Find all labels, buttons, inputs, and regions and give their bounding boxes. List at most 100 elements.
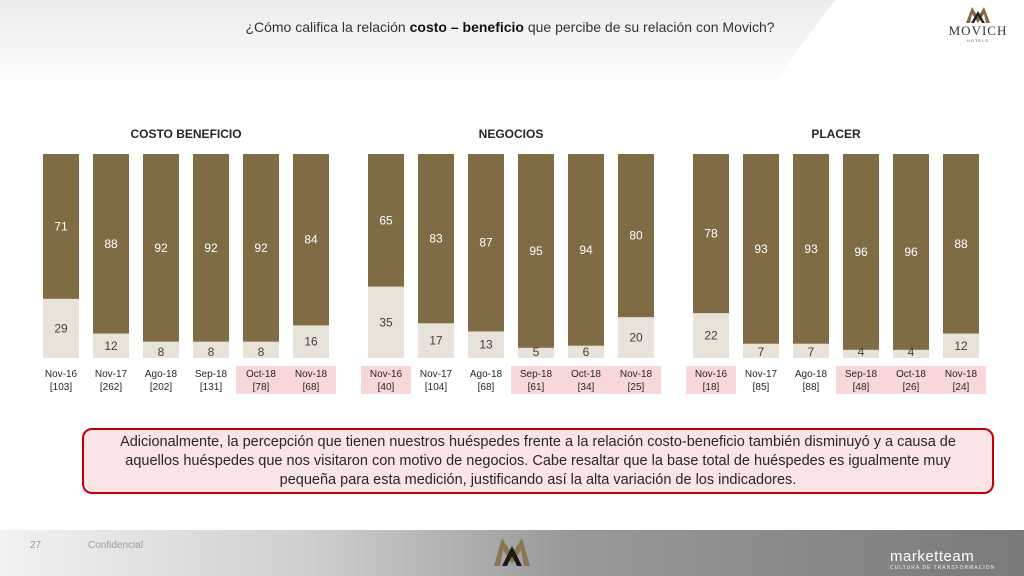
bar-segment-top (793, 154, 829, 344)
bar-segment-bottom (568, 345, 604, 358)
bar-segment-top (293, 154, 329, 326)
data-label-bottom: 29 (54, 321, 68, 335)
highlight-label-bg (836, 366, 986, 394)
insight-callout: Adicionalmente, la percepción que tienen… (82, 428, 994, 494)
base-label: [103] (50, 382, 72, 393)
data-label-bottom: 12 (954, 339, 968, 353)
bar-segment-bottom (693, 313, 729, 358)
data-label-bottom: 7 (758, 345, 765, 359)
data-label-bottom: 4 (858, 345, 865, 359)
data-label-bottom: 35 (379, 315, 393, 329)
logo-text: MOVICH (948, 23, 1008, 38)
category-label: Nov-16 (695, 369, 728, 380)
bar-segment-top (43, 154, 79, 299)
data-label-bottom: 8 (158, 345, 165, 359)
movich-logo: MOVICH HOTELS (938, 6, 1018, 46)
footer-brand-sub: CULTURA DE TRANSFORMACIÓN (890, 565, 996, 571)
bar-segment-top (143, 154, 179, 342)
category-label: Ago-18 (145, 369, 178, 380)
category-label: Nov-16 (45, 369, 78, 380)
page-number: 27 (30, 540, 42, 551)
highlight-label-bg (511, 366, 661, 394)
data-label-bottom: 8 (208, 345, 215, 359)
data-label-top: 78 (704, 227, 718, 241)
base-label: [61] (528, 382, 545, 393)
data-label-top: 65 (379, 213, 393, 227)
category-label: Nov-17 (95, 369, 128, 380)
base-label: [104] (425, 382, 447, 393)
data-label-bottom: 6 (583, 345, 590, 359)
base-label: [34] (578, 382, 595, 393)
base-label: [68] (478, 382, 495, 393)
data-label-top: 92 (254, 241, 268, 255)
bar-segment-top (568, 154, 604, 346)
confidential-label: Confidencial (88, 540, 144, 551)
category-label: Sep-18 (520, 369, 553, 380)
callout-text: Adicionalmente, la percepción que tienen… (120, 433, 956, 488)
bar-segment-bottom (193, 341, 229, 358)
data-label-top: 92 (154, 241, 168, 255)
bar-segment-top (418, 154, 454, 324)
bar-segment-bottom (618, 317, 654, 358)
bar-segment-top (243, 154, 279, 342)
footer-brand: marketteam (890, 548, 975, 565)
bar-segment-bottom (143, 341, 179, 358)
data-label-top: 84 (304, 233, 318, 247)
category-label: Oct-18 (896, 369, 926, 380)
data-label-top: 87 (479, 236, 493, 250)
base-label: [262] (100, 382, 122, 393)
bar-segment-bottom (293, 325, 329, 358)
page-title: ¿Cómo califica la relación costo – benef… (245, 19, 775, 35)
data-label-top: 93 (754, 242, 768, 256)
bar-segment-bottom (93, 333, 129, 358)
data-label-bottom: 5 (533, 345, 540, 359)
data-label-top: 71 (54, 219, 68, 233)
bar-segment-bottom (893, 349, 929, 358)
category-label: Oct-18 (246, 369, 276, 380)
data-label-top: 88 (954, 237, 968, 251)
data-label-top: 93 (804, 242, 818, 256)
base-label: [40] (378, 382, 395, 393)
base-label: [24] (953, 382, 970, 393)
bar-segment-top (368, 154, 404, 287)
base-label: [26] (903, 382, 920, 393)
base-label: [131] (200, 382, 222, 393)
footer-logo (492, 534, 532, 573)
bar-segment-top (893, 154, 929, 350)
data-label-bottom: 13 (479, 338, 493, 352)
charts-area: COSTO BENEFICIO7129Nov-16[103]8812Nov-17… (43, 127, 986, 394)
data-label-bottom: 7 (808, 345, 815, 359)
data-label-top: 94 (579, 243, 593, 257)
bar-segment-bottom (468, 331, 504, 358)
bar-segment-top (518, 154, 554, 348)
category-label: Nov-16 (370, 369, 403, 380)
data-label-top: 92 (204, 241, 218, 255)
base-label: [202] (150, 382, 172, 393)
base-label: [18] (703, 382, 720, 393)
bar-segment-bottom (243, 341, 279, 358)
category-label: Nov-18 (620, 369, 653, 380)
data-label-bottom: 4 (908, 345, 915, 359)
bar-segment-top (693, 154, 729, 314)
base-label: [68] (303, 382, 320, 393)
bar-segment-top (843, 154, 879, 350)
footer-mark-icon (494, 538, 530, 566)
bar-segment-top (943, 154, 979, 334)
data-label-top: 80 (629, 229, 643, 243)
base-label: [25] (628, 382, 645, 393)
data-label-bottom: 22 (704, 329, 718, 343)
movich-mark-icon (966, 7, 990, 23)
data-label-bottom: 12 (104, 339, 118, 353)
data-label-top: 83 (429, 232, 443, 246)
bar-segment-bottom (518, 347, 554, 358)
highlight-label-bg (361, 366, 411, 394)
bar-segment-bottom (418, 323, 454, 358)
bar-segment-top (193, 154, 229, 342)
data-label-bottom: 16 (304, 335, 318, 349)
category-label: Sep-18 (845, 369, 878, 380)
category-label: Ago-18 (795, 369, 828, 380)
bar-segment-top (468, 154, 504, 332)
category-label: Ago-18 (470, 369, 503, 380)
bar-segment-bottom (943, 333, 979, 358)
data-label-bottom: 20 (629, 331, 643, 345)
